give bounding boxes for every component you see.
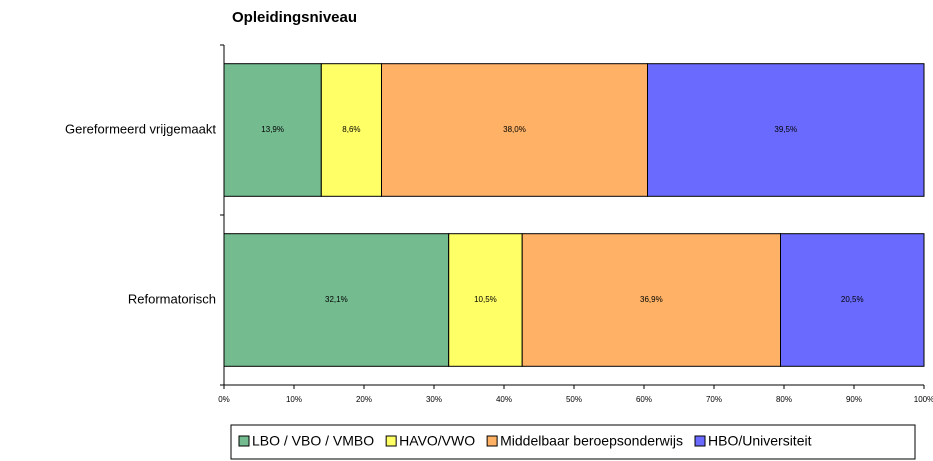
legend-swatch [486,435,498,447]
data-label: 10,5% [474,295,497,304]
bar-segment [521,233,781,367]
data-label: 8,6% [342,125,360,134]
bar-segment [780,233,925,367]
x-tick-label: 30% [426,395,442,404]
x-tick-label: 10% [286,395,302,404]
bar-segment [381,63,648,197]
legend-box [230,424,916,460]
bar-segment [448,233,523,367]
y-tick-label: Reformatorisch [128,291,216,306]
data-label: 13,9% [261,125,284,134]
legend-label: HAVO/VWO [399,433,475,449]
chart-title: Opleidingsniveau [232,9,357,26]
x-tick-label: 90% [846,395,862,404]
x-tick-label: 80% [776,395,792,404]
data-label: 36,9% [640,295,663,304]
bar-segment [223,63,322,197]
legend-swatch [694,435,706,447]
x-tick-label: 40% [496,395,512,404]
data-label: 38,0% [503,125,526,134]
data-label: 32,1% [325,295,348,304]
data-label: 20,5% [841,295,864,304]
bar-segment [320,63,382,197]
data-label: 39,5% [774,125,797,134]
x-tick-label: 70% [706,395,722,404]
legend-label: Middelbaar beroepsonderwijs [500,433,683,449]
x-tick-label: 50% [566,395,582,404]
legend-label: LBO / VBO / VMBO [252,433,374,449]
bar-segment [223,233,450,367]
legend-swatch [238,435,250,447]
legend-label: HBO/Universiteit [708,433,812,449]
x-tick-label: 20% [356,395,372,404]
x-tick-label: 60% [636,395,652,404]
x-tick-label: 100% [914,395,933,404]
x-tick-label: 0% [218,395,230,404]
bar-segment [647,63,925,197]
legend-swatch [385,435,397,447]
y-tick-label: Gereformeerd vrijgemaakt [65,121,216,136]
